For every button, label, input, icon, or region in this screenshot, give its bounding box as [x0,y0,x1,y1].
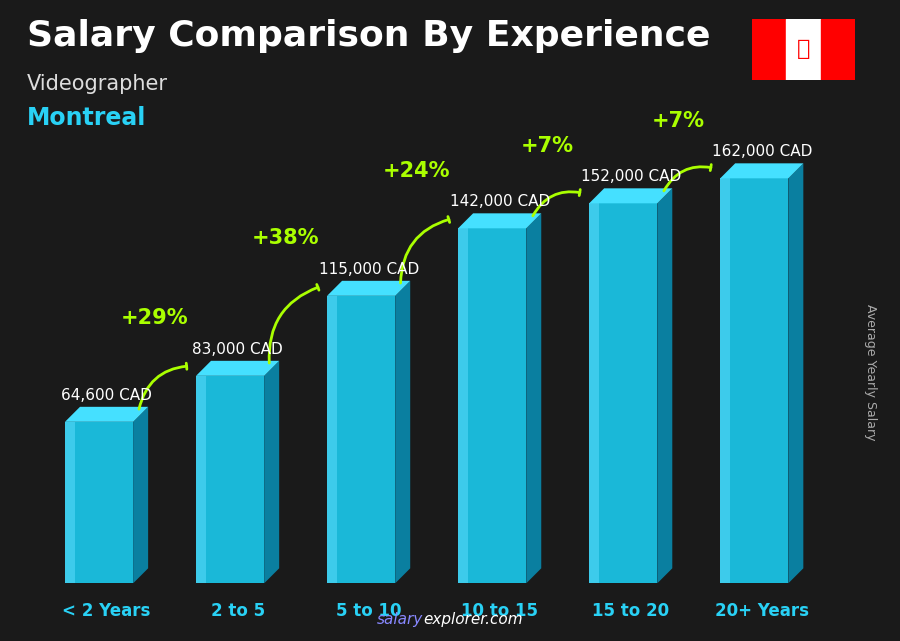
Bar [590,203,599,583]
Bar [458,228,468,583]
Text: 5 to 10: 5 to 10 [336,603,401,620]
Bar [327,296,395,583]
Bar [327,296,338,583]
Bar [65,422,133,583]
Text: +7%: +7% [652,111,705,131]
Polygon shape [788,163,804,583]
Text: +24%: +24% [382,161,450,181]
Text: +38%: +38% [251,228,319,248]
Bar [720,178,788,583]
Text: salary: salary [377,612,423,627]
Bar [196,376,265,583]
Text: Average Yearly Salary: Average Yearly Salary [865,304,878,440]
Polygon shape [657,188,672,583]
Text: 15 to 20: 15 to 20 [592,603,670,620]
Bar [458,228,526,583]
Polygon shape [265,361,279,583]
Polygon shape [590,188,672,203]
Text: < 2 Years: < 2 Years [62,603,151,620]
Bar [65,422,76,583]
Bar [720,178,731,583]
Text: +7%: +7% [521,136,573,156]
Bar [590,203,657,583]
Text: 64,600 CAD: 64,600 CAD [61,388,152,403]
Text: 2 to 5: 2 to 5 [211,603,265,620]
Text: 10 to 15: 10 to 15 [461,603,538,620]
Text: Salary Comparison By Experience: Salary Comparison By Experience [27,19,710,53]
Bar [821,19,855,80]
Polygon shape [196,361,279,376]
Text: 152,000 CAD: 152,000 CAD [580,169,681,185]
Text: 142,000 CAD: 142,000 CAD [450,194,550,210]
Polygon shape [327,281,410,296]
Bar [196,376,206,583]
Text: 20+ Years: 20+ Years [715,603,809,620]
Polygon shape [65,407,148,422]
Bar [752,19,786,80]
Polygon shape [133,407,148,583]
Text: 83,000 CAD: 83,000 CAD [193,342,283,357]
Polygon shape [395,281,410,583]
Text: Montreal: Montreal [27,106,147,129]
Polygon shape [526,213,541,583]
Text: Videographer: Videographer [27,74,168,94]
Text: 162,000 CAD: 162,000 CAD [712,144,812,160]
Polygon shape [720,163,804,178]
Text: 115,000 CAD: 115,000 CAD [319,262,418,277]
Polygon shape [458,213,541,228]
Text: 🍁: 🍁 [796,39,810,59]
Text: explorer.com: explorer.com [423,612,523,627]
Bar [786,19,821,80]
Text: +29%: +29% [121,308,188,328]
